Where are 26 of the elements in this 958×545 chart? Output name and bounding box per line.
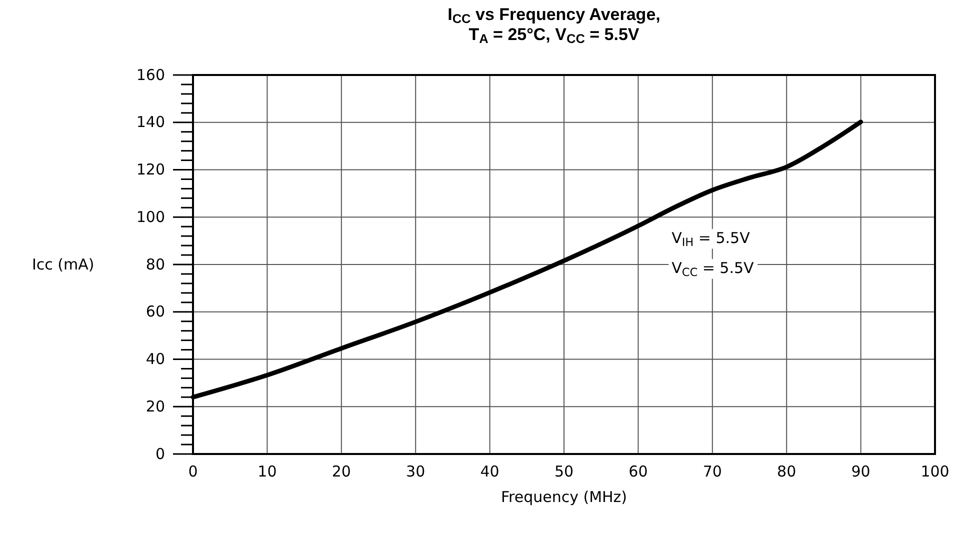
y-axis-title: Icc (mA) (32, 256, 94, 274)
annotation: V$_{CC}$ = 5.5V (672, 259, 755, 279)
x-tick-label: 50 (554, 462, 574, 481)
y-tick-label: 0 (155, 444, 165, 463)
x-tick-label: 100 (920, 462, 950, 481)
x-tick-label: 80 (777, 462, 796, 481)
y-tick-label: 40 (146, 350, 165, 368)
x-tick-label: 70 (702, 462, 722, 481)
x-tick-label: 10 (258, 462, 277, 481)
y-tick-label: 140 (136, 113, 165, 132)
y-tick-label: 60 (146, 302, 165, 321)
y-tick-label: 80 (146, 255, 165, 274)
x-axis-title: Frequency (MHz) (500, 488, 628, 506)
y-tick-label: 100 (136, 208, 165, 226)
y-tick-label: 20 (146, 397, 165, 416)
chart-subtitle: T$_{A}$ = 25°C, V$_{CC}$ = 5.5V (468, 25, 640, 46)
x-tick-label: 20 (332, 462, 351, 481)
x-tick-label: 30 (406, 462, 426, 481)
x-tick-label: 0 (188, 462, 198, 481)
annotation: V$_{IH}$ = 5.5V (672, 229, 751, 249)
y-tick-label: 160 (136, 66, 165, 84)
y-tick-label: 120 (136, 160, 165, 179)
x-tick-label: 40 (480, 462, 500, 481)
chart-title: I$_{CC}$ vs Frequency Average, (448, 5, 660, 26)
x-tick-label: 60 (628, 462, 648, 481)
x-tick-label: 90 (851, 462, 870, 481)
